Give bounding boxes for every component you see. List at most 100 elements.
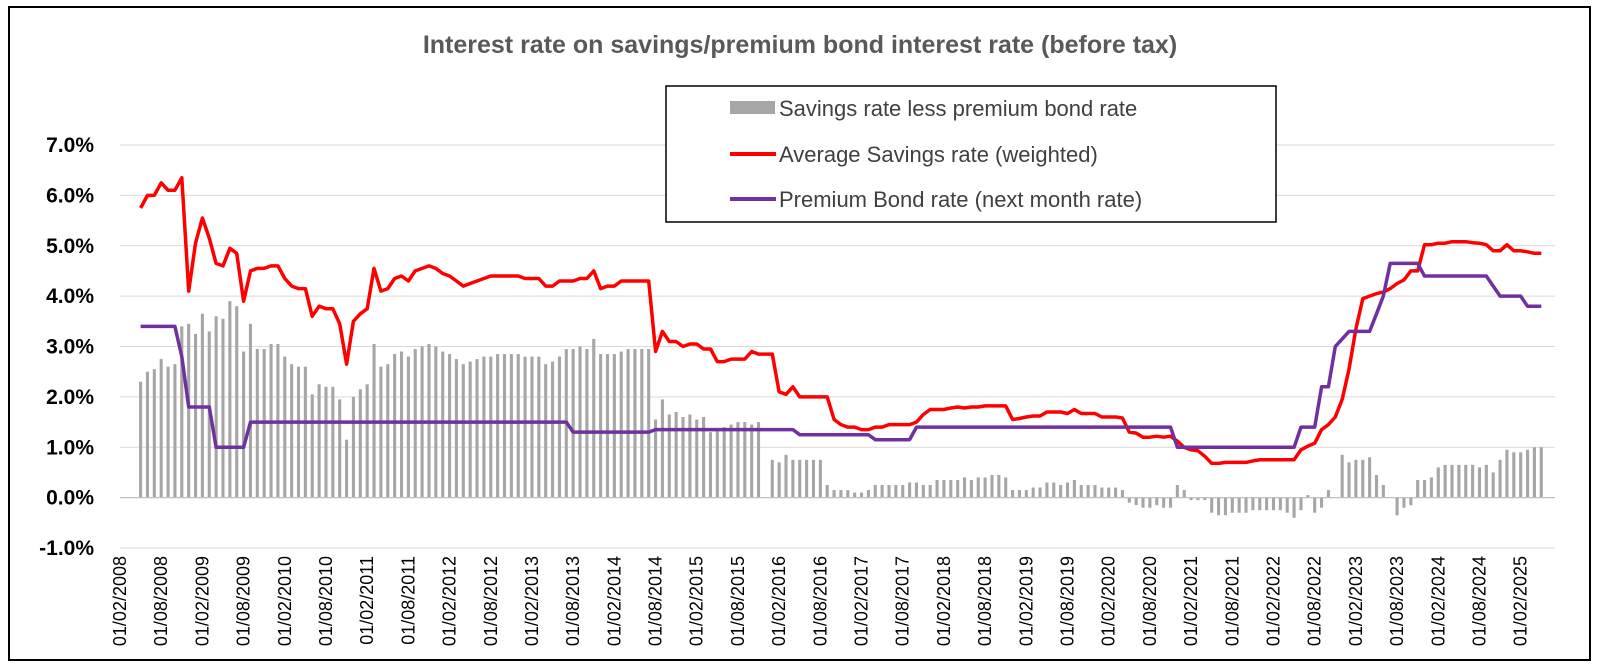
bar <box>180 326 184 498</box>
bar <box>489 356 493 498</box>
bar <box>317 384 321 498</box>
x-tick-label: 01/08/2010 <box>316 556 336 646</box>
bar <box>544 364 548 498</box>
bar <box>324 386 328 498</box>
y-tick-label: 5.0% <box>46 235 94 258</box>
bar <box>633 349 637 498</box>
bar <box>880 485 884 498</box>
bar <box>399 351 404 498</box>
bar <box>1237 497 1241 513</box>
bar <box>1354 459 1358 498</box>
bar <box>674 411 678 498</box>
bar <box>1347 462 1351 498</box>
bar <box>901 485 905 498</box>
chart-title: Interest rate on savings/premium bond in… <box>423 31 1177 59</box>
bar <box>1395 497 1399 516</box>
y-tick-label: 3.0% <box>46 336 94 359</box>
bar <box>935 479 939 498</box>
x-tick-label: 01/02/2016 <box>769 556 789 646</box>
bar <box>660 399 664 498</box>
bar <box>1326 490 1330 498</box>
bar <box>688 414 692 498</box>
bar <box>736 422 740 498</box>
bar <box>1196 497 1200 501</box>
y-tick-label: 2.0% <box>46 386 94 409</box>
bar <box>585 349 589 498</box>
bar <box>626 349 630 498</box>
x-tick-label: 01/08/2020 <box>1140 556 1160 646</box>
bar <box>310 394 314 498</box>
bar <box>537 356 541 498</box>
x-tick-label: 01/02/2012 <box>440 556 460 646</box>
x-tick-label: 01/02/2025 <box>1511 556 1531 646</box>
bar <box>1450 464 1454 498</box>
bar <box>605 354 610 498</box>
bar <box>351 396 355 498</box>
bar <box>523 356 527 498</box>
bar <box>283 356 287 498</box>
bar <box>248 323 252 498</box>
bar <box>1175 485 1179 498</box>
bar <box>708 432 713 498</box>
bar <box>654 419 658 498</box>
bar <box>386 364 390 498</box>
bar <box>599 354 603 498</box>
bar <box>1031 487 1035 498</box>
bar <box>956 479 960 498</box>
bar <box>1168 497 1173 508</box>
x-tick-label: 01/08/2019 <box>1058 556 1078 646</box>
bar <box>729 424 733 498</box>
x-tick-label: 01/08/2012 <box>481 556 501 646</box>
x-tick-label: 01/02/2023 <box>1346 556 1366 646</box>
bar <box>846 490 850 498</box>
bar <box>1464 464 1468 498</box>
x-axis-ticks: 01/02/2008 01/08/2008 01/02/2009 01/08/2009… <box>110 556 1531 646</box>
bar <box>303 366 307 498</box>
bar <box>1265 497 1269 511</box>
bar <box>928 485 932 498</box>
bar <box>825 485 829 498</box>
x-tick-label: 01/02/2009 <box>192 556 212 646</box>
bar <box>1491 472 1495 498</box>
x-tick-label: 01/02/2008 <box>110 556 130 646</box>
x-tick-label: 01/08/2011 <box>398 556 418 645</box>
bar <box>145 371 150 498</box>
x-tick-label: 01/02/2022 <box>1263 556 1283 646</box>
bar <box>942 479 946 498</box>
bar <box>1223 497 1227 516</box>
legend-label-savings-less-bond: Savings rate less premium bond rate <box>779 96 1137 121</box>
bar <box>1189 497 1193 501</box>
bar <box>1230 497 1234 513</box>
bar <box>1052 482 1056 498</box>
bar <box>1525 449 1530 498</box>
bar <box>1100 487 1104 498</box>
bar <box>448 354 452 498</box>
bar <box>1340 454 1344 498</box>
bar <box>777 462 781 498</box>
y-tick-label: 6.0% <box>46 184 94 207</box>
bar <box>667 414 671 498</box>
bar <box>1045 482 1049 498</box>
bar <box>990 474 994 498</box>
bar <box>1011 490 1015 498</box>
bar <box>406 356 410 498</box>
bar <box>887 485 891 498</box>
bar <box>619 351 623 498</box>
bar <box>1381 485 1385 498</box>
bar <box>818 459 822 498</box>
bar <box>1361 459 1365 498</box>
bar <box>1059 485 1063 498</box>
bar <box>1423 479 1427 498</box>
bar <box>1320 497 1324 508</box>
legend-label-premium-bond: Premium Bond rate (next month rate) <box>779 187 1142 212</box>
bar <box>509 354 513 498</box>
bar <box>1141 497 1145 508</box>
bar <box>214 316 218 498</box>
y-tick-label: 7.0% <box>46 134 94 157</box>
bar <box>1038 487 1042 498</box>
bar <box>193 333 198 498</box>
savings-rate-line <box>139 175 1542 466</box>
x-tick-label: 01/08/2018 <box>975 556 995 646</box>
bar <box>441 351 445 498</box>
bar <box>1477 467 1482 498</box>
